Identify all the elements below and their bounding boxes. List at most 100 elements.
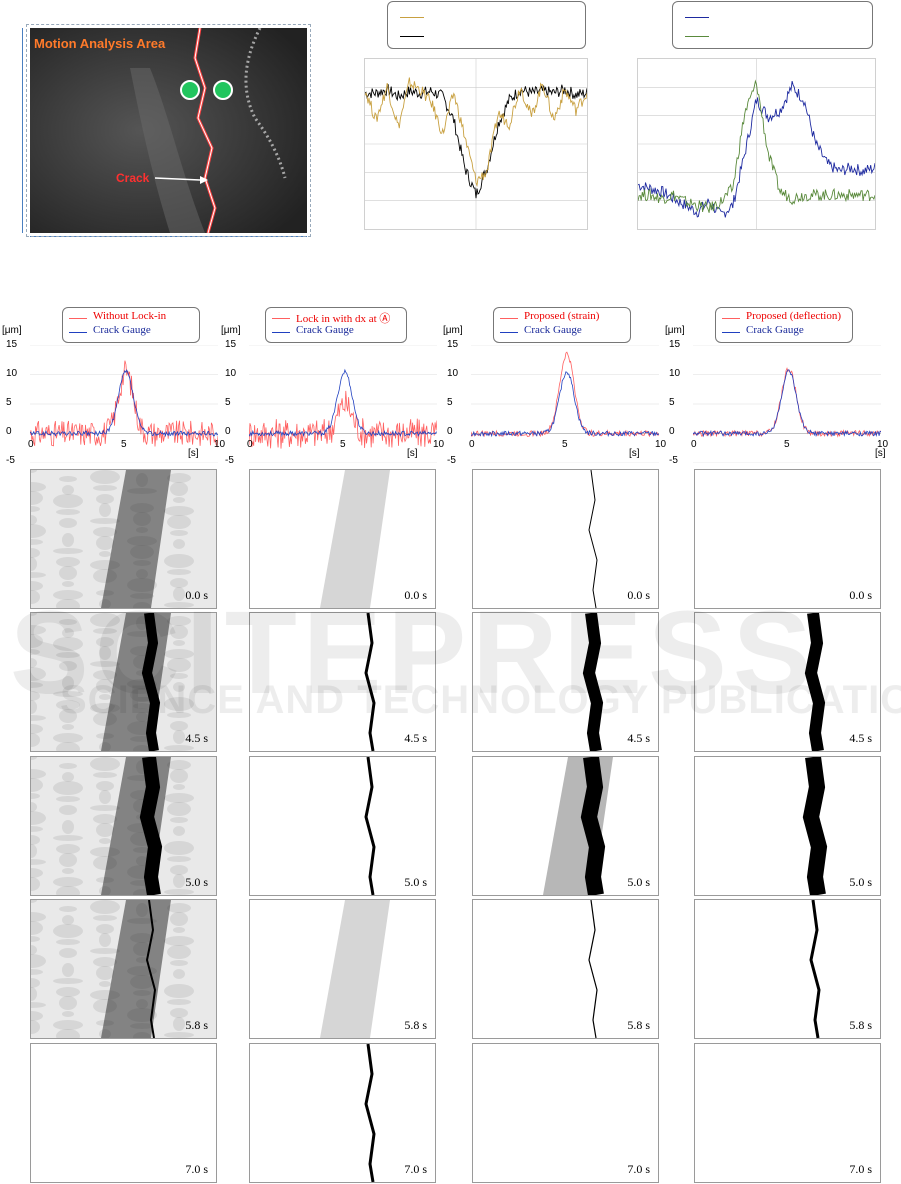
panel-image	[31, 470, 216, 608]
time-label: 7.0 s	[849, 1162, 872, 1176]
time-label: 0.0 s	[185, 588, 208, 602]
legend-line-blue	[500, 332, 518, 333]
time-label: 4.5 s	[404, 731, 427, 745]
y-unit: [μm]	[665, 325, 685, 336]
y-tick-label: 15	[669, 339, 681, 350]
panel-image	[695, 613, 880, 751]
y-unit: [μm]	[2, 325, 22, 336]
chart-legend: Proposed (deflection) Crack Gauge	[715, 307, 853, 343]
panel-image	[31, 613, 216, 751]
photo-frame	[26, 24, 311, 237]
legend-line-blue	[272, 332, 290, 333]
panel-image	[473, 1044, 658, 1182]
legend-label-gauge: Crack Gauge	[524, 324, 582, 336]
comparison-chart-4: Proposed (deflection) Crack Gauge [μm] [s] 1…	[665, 305, 889, 466]
time-label: 5.8 s	[627, 1018, 650, 1032]
panel-image	[695, 757, 880, 895]
legend-line-red	[272, 318, 290, 319]
x-unit: [s]	[188, 448, 199, 459]
legend-label-method: Without Lock-in	[93, 310, 167, 322]
y-tick-label: 15	[225, 339, 237, 350]
image-panel: 4.5 s	[472, 612, 659, 752]
y-tick-label: 5	[6, 397, 12, 408]
x-tick-label: 0	[691, 439, 697, 450]
image-panel: 0.0 s	[249, 469, 436, 609]
image-panel: 4.5 s	[249, 612, 436, 752]
legend-line-black	[400, 36, 424, 37]
chart-legend: Lock in with dx at Ⓐ Crack Gauge	[265, 307, 407, 343]
time-label: 5.0 s	[185, 875, 208, 889]
image-panel: 5.8 s	[472, 899, 659, 1039]
time-label: 5.8 s	[849, 1018, 872, 1032]
chart-plot	[30, 345, 218, 463]
chart-plot	[693, 345, 881, 463]
legend-line-gold	[400, 17, 424, 18]
y-tick-label: 10	[225, 368, 237, 379]
series-line	[364, 77, 588, 187]
y-tick-label: -5	[447, 455, 456, 466]
series-line	[471, 351, 659, 438]
y-tick-label: 5	[225, 397, 231, 408]
time-label: 5.0 s	[849, 875, 872, 889]
top-chart-2-legend	[672, 1, 873, 49]
legend-label-method: Lock in with dx at Ⓐ	[296, 313, 391, 325]
series-line	[637, 79, 876, 213]
legend-line-red	[500, 318, 518, 319]
motion-area-label: Motion Analysis Area	[34, 36, 166, 51]
legend-label-gauge: Crack Gauge	[296, 324, 354, 336]
image-panel: 7.0 s	[472, 1043, 659, 1183]
legend-label-gauge: Crack Gauge	[93, 324, 151, 336]
legend-line-blue	[685, 17, 709, 18]
x-tick-label: 0	[469, 439, 475, 450]
legend-label-method: Proposed (deflection)	[746, 310, 841, 322]
image-panel: 5.0 s	[249, 756, 436, 896]
chart-legend: Without Lock-in Crack Gauge	[62, 307, 200, 343]
image-panel: 4.5 s	[694, 612, 881, 752]
panel-image	[31, 1044, 216, 1182]
image-panel: 5.0 s	[472, 756, 659, 896]
x-tick-label: 10	[877, 439, 889, 450]
time-label: 0.0 s	[627, 588, 650, 602]
time-label: 5.8 s	[404, 1018, 427, 1032]
time-label: 7.0 s	[627, 1162, 650, 1176]
image-panel: 0.0 s	[694, 469, 881, 609]
series-line	[637, 80, 876, 218]
time-label: 0.0 s	[404, 588, 427, 602]
time-label: 0.0 s	[849, 588, 872, 602]
top-chart-2	[637, 58, 876, 230]
x-unit: [s]	[875, 448, 886, 459]
image-panel: 7.0 s	[249, 1043, 436, 1183]
comparison-chart-1: Without Lock-in Crack Gauge [μm] [s] 15 10 5 0 -…	[2, 305, 225, 466]
panel-image	[473, 900, 658, 1038]
series-line	[364, 83, 588, 199]
series-line	[30, 360, 218, 448]
motion-analysis-photo: Motion Analysis Area Crack	[30, 28, 307, 233]
series-line	[471, 371, 659, 438]
panel-image	[473, 470, 658, 608]
y-tick-label: -5	[669, 455, 678, 466]
image-panel: 5.8 s	[30, 899, 217, 1039]
time-label: 5.0 s	[627, 875, 650, 889]
time-label: 7.0 s	[404, 1162, 427, 1176]
chart-legend: Proposed (strain) Crack Gauge	[493, 307, 631, 343]
legend-label-gauge: Crack Gauge	[746, 324, 804, 336]
image-panel: 7.0 s	[694, 1043, 881, 1183]
image-panel: 0.0 s	[30, 469, 217, 609]
photo-texture	[30, 28, 307, 233]
time-label: 5.0 s	[404, 875, 427, 889]
y-tick-label: 0	[447, 426, 453, 437]
image-panel: 5.8 s	[694, 899, 881, 1039]
panel-image	[31, 757, 216, 895]
legend-line-blue	[69, 332, 87, 333]
y-tick-label: 0	[669, 426, 675, 437]
y-tick-label: 0	[6, 426, 12, 437]
legend-line-red	[722, 318, 740, 319]
legend-line-blue	[722, 332, 740, 333]
panel-image	[695, 470, 880, 608]
y-tick-label: 15	[447, 339, 459, 350]
y-tick-label: 10	[6, 368, 18, 379]
series-line	[693, 367, 881, 438]
legend-line-red	[69, 318, 87, 319]
series-line	[30, 369, 218, 438]
y-tick-label: 15	[6, 339, 18, 350]
